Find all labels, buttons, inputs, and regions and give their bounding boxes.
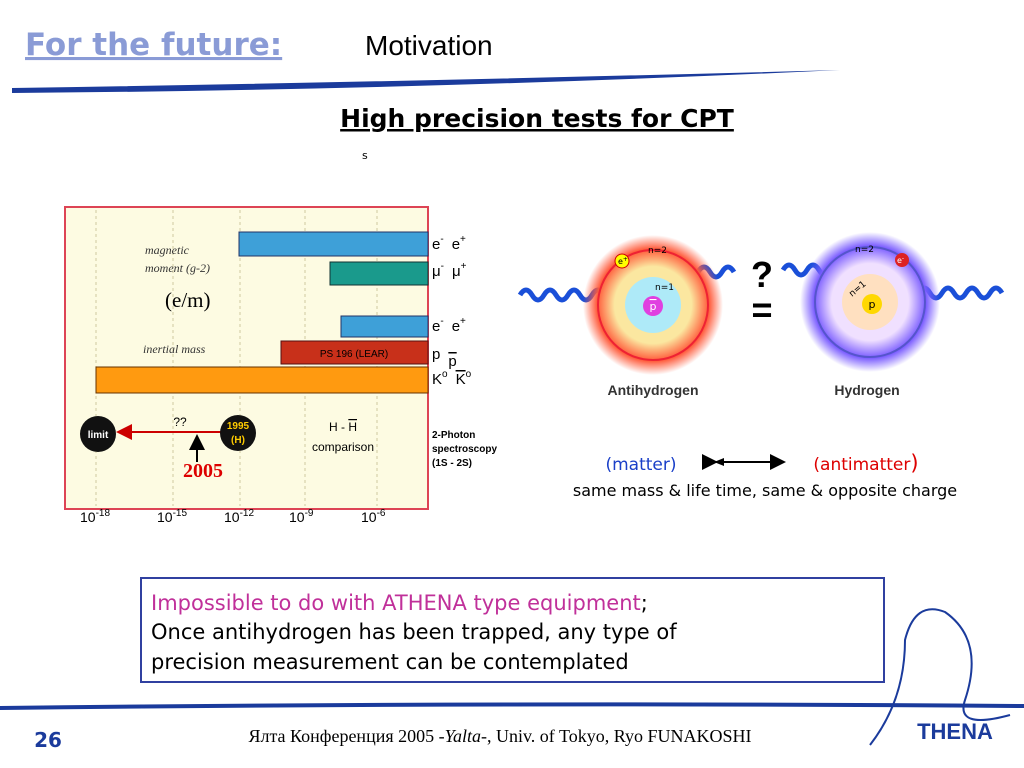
nucleus <box>862 294 882 314</box>
bar <box>280 340 429 365</box>
tick-label: 10-9 <box>289 508 314 525</box>
label: n=1 <box>655 283 674 293</box>
label: n=2 <box>648 246 667 256</box>
atom-name: Hydrogen <box>834 382 899 398</box>
question: ? <box>751 254 773 295</box>
label: ?? <box>173 415 187 429</box>
arrow-head <box>714 458 724 466</box>
particle-label: e-e+ <box>432 234 466 253</box>
caption: same mass & life time, same & opposite c… <box>573 481 957 500</box>
tick-label: 10-18 <box>80 508 110 525</box>
footer-text: Ялта Конференция 2005 -Yalta-, Univ. of … <box>248 726 751 746</box>
label: e- <box>897 255 904 265</box>
orbit <box>814 246 926 358</box>
heading: High precision tests for CPT <box>340 104 734 133</box>
year-dot <box>220 415 256 451</box>
logo: THENA <box>917 719 993 744</box>
page-number: 26 <box>34 728 62 752</box>
label: inertial mass <box>143 342 206 356</box>
bar <box>238 231 429 257</box>
atom-name: Antihydrogen <box>608 382 699 398</box>
label: n=2 <box>855 245 874 255</box>
label: (e/m) <box>165 288 210 312</box>
matter: (matter) <box>605 455 676 475</box>
label: spectroscopy <box>432 444 497 455</box>
stray-mark: s <box>362 149 368 162</box>
label: moment (g-2) <box>145 261 210 275</box>
antimatter: (antimatter) <box>813 451 918 475</box>
nucleus <box>643 296 663 316</box>
bar <box>340 315 429 338</box>
bar <box>329 261 429 286</box>
label: magnetic <box>145 243 190 257</box>
label: 2005 <box>183 460 223 482</box>
note-line: precision measurement can be contemplate… <box>151 650 629 674</box>
title-rest: Motivation <box>365 30 493 61</box>
title-lead: For the future: <box>25 27 282 63</box>
tick-label: 10-6 <box>361 508 386 525</box>
note-line: Once antihydrogen has been trapped, any … <box>151 620 677 644</box>
label: H - H <box>329 420 357 434</box>
label: 2-Photon <box>432 430 475 441</box>
label: limit <box>88 430 109 441</box>
logo-curve <box>869 608 1011 746</box>
label: (H) <box>231 435 245 446</box>
note-box <box>140 577 885 683</box>
limit-dot <box>80 416 116 452</box>
precision-figure: PS 196 (LEAR) magnetic moment (g-2) iner… <box>64 206 497 525</box>
equals: = <box>751 289 772 330</box>
label: e+ <box>618 256 628 266</box>
electron <box>895 253 909 267</box>
label: 1995 <box>227 421 250 432</box>
bar-label: PS 196 (LEAR) <box>320 349 388 360</box>
label: p <box>869 298 876 311</box>
footer-rule <box>0 702 1024 710</box>
tick-label: 10-15 <box>157 508 187 525</box>
tick-label: 10-12 <box>224 508 254 525</box>
atoms-figure: p e+ n=2 n=1 p e- n=2 n=1 ? = Antihydrog… <box>517 232 1005 500</box>
label: comparison <box>312 440 374 454</box>
title-swoosh <box>12 70 840 93</box>
positron <box>614 253 630 269</box>
particle-label: Ko Ko <box>432 369 472 388</box>
orbit <box>597 249 709 361</box>
figure-grid <box>95 210 378 506</box>
particle-label: e-e+ <box>432 316 466 335</box>
particle-label: μ-μ+ <box>432 261 467 280</box>
note-line: Impossible to do with ATHENA type equipm… <box>151 591 648 615</box>
label: (1S - 2S) <box>432 458 472 469</box>
bar <box>95 366 429 394</box>
label: p <box>650 300 657 313</box>
